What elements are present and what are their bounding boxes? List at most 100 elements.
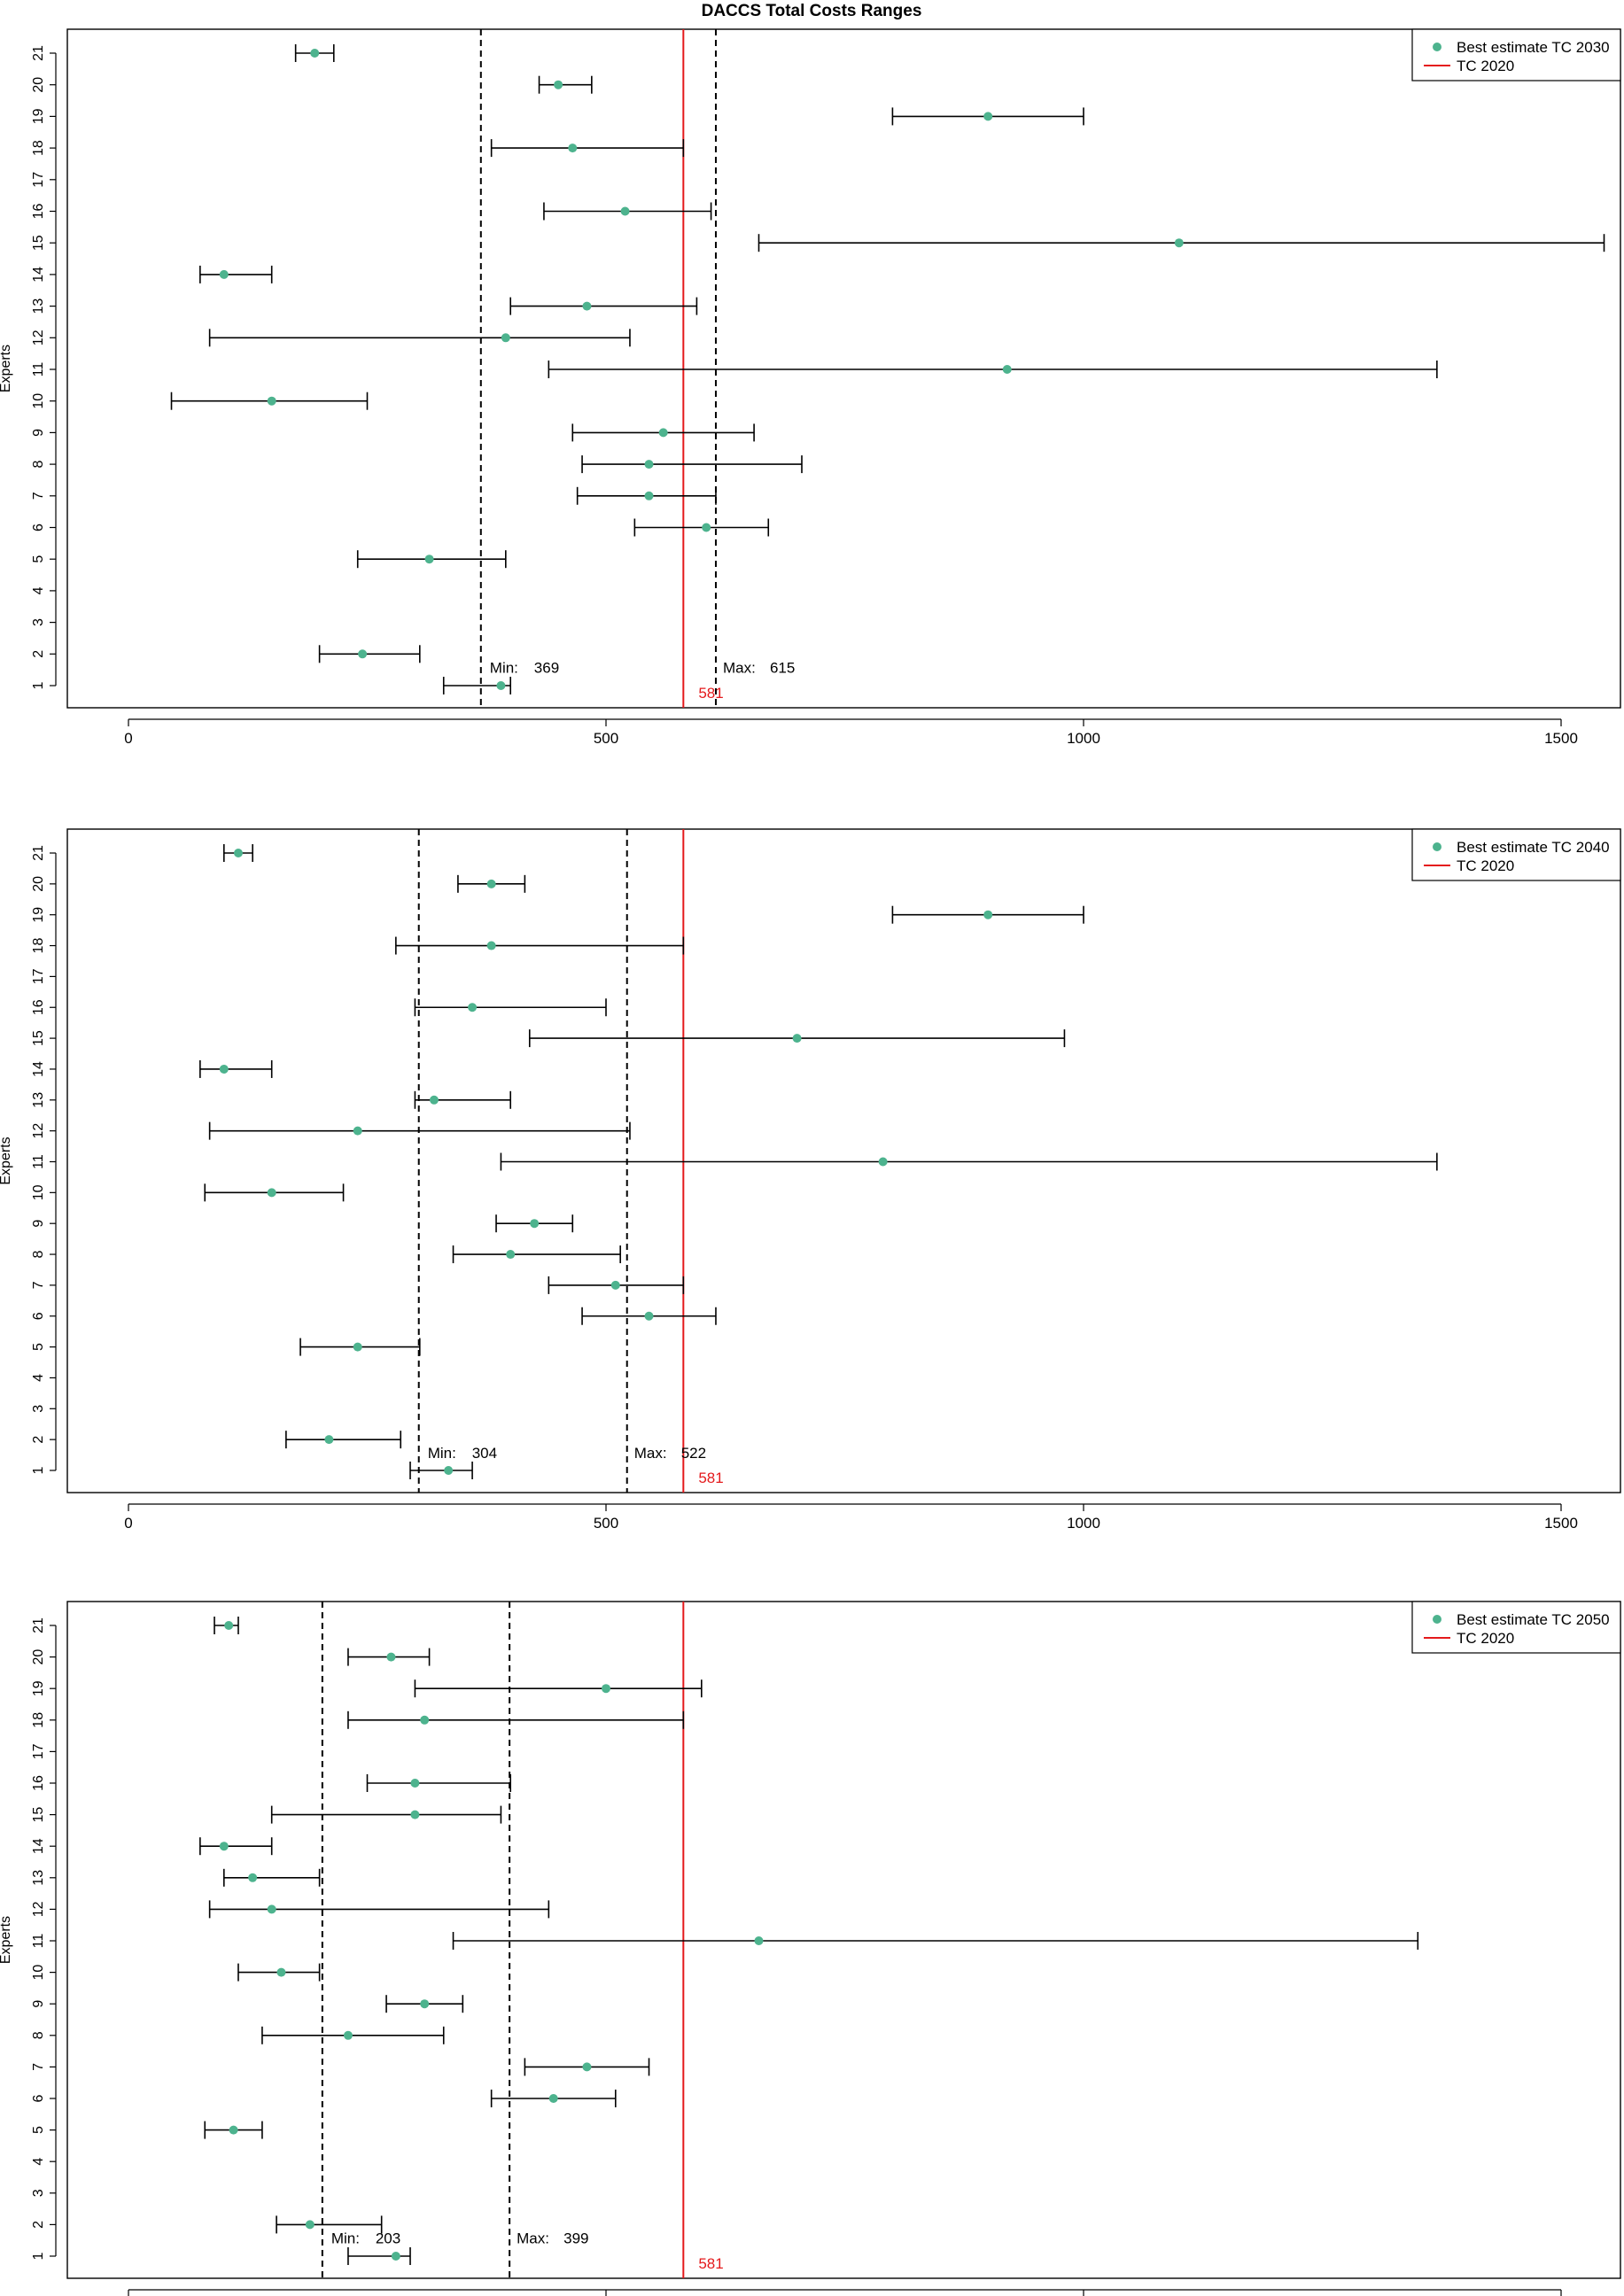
x-tick-label: 1500	[1544, 730, 1578, 747]
y-tick-label: 21	[31, 1617, 46, 1633]
best-estimate-point-expert-9	[658, 428, 668, 438]
y-tick-label: 15	[31, 1807, 46, 1823]
best-estimate-point-expert-15	[1174, 238, 1184, 248]
y-tick-label: 4	[31, 586, 46, 594]
best-estimate-point-expert-20	[486, 879, 496, 888]
y-tick-label: 18	[31, 1712, 46, 1728]
y-tick-label: 5	[31, 555, 46, 563]
legend-point-marker	[1433, 43, 1441, 51]
y-tick-label: 7	[31, 1281, 46, 1289]
y-tick-label: 8	[31, 461, 46, 469]
min-value-label: 304	[472, 1445, 497, 1462]
min-label: Min:	[490, 659, 518, 676]
best-estimate-point-expert-15	[410, 1810, 420, 1819]
best-estimate-point-expert-2	[358, 649, 368, 659]
y-tick-label: 5	[31, 2126, 46, 2134]
legend-entry-best-estimate: Best estimate TC 2030	[1457, 39, 1610, 56]
y-tick-label: 6	[31, 1312, 46, 1320]
y-tick-label: 13	[31, 299, 46, 314]
reference-value-label: 581	[698, 685, 723, 702]
best-estimate-point-expert-5	[229, 2125, 238, 2135]
y-tick-label: 7	[31, 2063, 46, 2071]
y-tick-label: 8	[31, 2031, 46, 2039]
legend-entry-best-estimate: Best estimate TC 2050	[1457, 1611, 1610, 1628]
y-tick-label: 4	[31, 2158, 46, 2166]
best-estimate-point-expert-11	[878, 1157, 888, 1167]
y-axis-title: Experts	[0, 1136, 13, 1184]
best-estimate-point-expert-1	[444, 1466, 454, 1475]
x-tick-label: 500	[594, 1515, 618, 1532]
y-tick-label: 2	[31, 1436, 46, 1444]
best-estimate-point-expert-7	[582, 2062, 592, 2072]
y-tick-label: 12	[31, 1901, 46, 1917]
y-tick-label: 1	[31, 2252, 46, 2260]
y-tick-label: 12	[31, 330, 46, 345]
best-estimate-point-expert-20	[554, 80, 563, 89]
y-tick-label: 9	[31, 429, 46, 437]
y-tick-label: 14	[31, 1061, 46, 1077]
y-tick-label: 9	[31, 2000, 46, 2008]
best-estimate-point-expert-8	[343, 2030, 353, 2040]
y-tick-label: 11	[31, 1154, 46, 1169]
best-estimate-point-expert-7	[610, 1280, 620, 1290]
y-tick-label: 20	[31, 876, 46, 892]
best-estimate-point-expert-20	[386, 1652, 396, 1662]
max-value-label: 399	[563, 2230, 588, 2246]
best-estimate-point-expert-14	[219, 1842, 229, 1851]
best-estimate-point-expert-11	[1002, 365, 1012, 374]
plot-frame	[66, 28, 1621, 709]
y-tick-label: 9	[31, 1220, 46, 1228]
best-estimate-point-expert-7	[644, 491, 654, 500]
y-tick-label: 3	[31, 1405, 46, 1413]
y-tick-label: 2	[31, 2221, 46, 2229]
y-axis-title: Experts	[0, 1916, 13, 1964]
max-value-label: 522	[681, 1445, 706, 1462]
x-tick-label: 1000	[1067, 730, 1100, 747]
x-tick-label: 500	[594, 730, 618, 747]
x-tick-label: 0	[124, 730, 132, 747]
y-tick-label: 5	[31, 1343, 46, 1351]
best-estimate-point-expert-10	[267, 1188, 276, 1198]
y-tick-label: 18	[31, 938, 46, 954]
max-label: Max:	[723, 659, 756, 676]
y-tick-label: 13	[31, 1092, 46, 1108]
y-tick-label: 15	[31, 235, 46, 251]
y-tick-label: 20	[31, 1649, 46, 1665]
y-tick-label: 21	[31, 845, 46, 861]
best-estimate-point-expert-11	[754, 1936, 764, 1945]
y-tick-label: 4	[31, 1374, 46, 1382]
y-tick-label: 7	[31, 492, 46, 500]
plot-frame	[66, 1601, 1621, 2279]
best-estimate-point-expert-12	[353, 1126, 362, 1136]
best-estimate-point-expert-15	[792, 1034, 802, 1043]
y-tick-label: 19	[31, 907, 46, 923]
best-estimate-point-expert-13	[429, 1095, 439, 1105]
min-value-label: 203	[376, 2230, 400, 2246]
legend-box	[1411, 1601, 1621, 1654]
best-estimate-point-expert-18	[568, 144, 578, 153]
best-estimate-point-expert-13	[248, 1873, 258, 1882]
y-tick-label: 21	[31, 45, 46, 61]
best-estimate-point-expert-10	[276, 1967, 286, 1977]
best-estimate-point-expert-14	[219, 1064, 229, 1074]
y-tick-label: 10	[31, 1965, 46, 1981]
legend-entry-best-estimate: Best estimate TC 2040	[1457, 839, 1610, 856]
best-estimate-point-expert-19	[983, 112, 993, 121]
figure-title: DACCS Total Costs Ranges	[702, 2, 922, 20]
best-estimate-point-expert-21	[233, 849, 243, 857]
best-estimate-point-expert-18	[486, 941, 496, 950]
best-estimate-point-expert-9	[420, 1999, 430, 2009]
legend-entry-tc2020: TC 2020	[1457, 1630, 1514, 1647]
y-tick-label: 1	[31, 681, 46, 689]
y-tick-label: 19	[31, 1680, 46, 1696]
min-label: Min:	[331, 2230, 360, 2246]
chart-panel-2050: 0500100015001234567891011121314151617181…	[0, 1601, 1621, 2296]
legend-point-marker	[1433, 1615, 1441, 1624]
x-tick-label: 1000	[1067, 1515, 1100, 1532]
max-label: Max:	[634, 1445, 667, 1462]
plot-frame	[66, 828, 1621, 1493]
best-estimate-point-expert-6	[644, 1311, 654, 1321]
best-estimate-point-expert-5	[424, 555, 434, 564]
best-estimate-point-expert-16	[410, 1779, 420, 1788]
reference-value-label: 581	[698, 2255, 723, 2272]
